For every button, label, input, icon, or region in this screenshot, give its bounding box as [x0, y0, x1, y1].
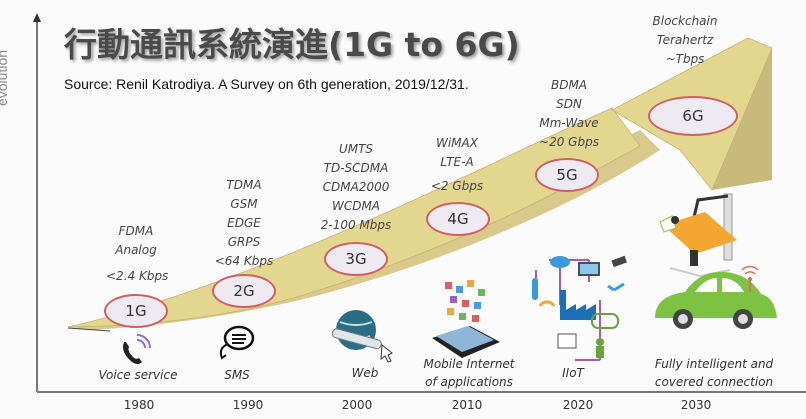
y-axis-label-text: evolution	[0, 49, 11, 107]
year-label-2010: 2010	[451, 398, 483, 412]
service-label-6g: Fully intelligent and covered connection	[644, 355, 784, 391]
chat-bubble-icon	[219, 325, 255, 360]
generation-badge-4g: 4G	[426, 202, 490, 236]
tech-list-4g: WiMAX LTE-A <2 Gbps	[427, 134, 487, 196]
tech-item: GSM	[230, 197, 258, 211]
service-text: Mobile Internet	[423, 357, 515, 371]
tech-item: WiMAX	[436, 136, 478, 150]
generation-badge-2g: 2G	[212, 274, 276, 308]
arrow-tail-line	[67, 327, 111, 332]
generation-badge-1g: 1G	[104, 294, 168, 328]
service-text: Web	[351, 366, 379, 380]
year-label-2020: 2020	[562, 398, 594, 412]
year-label-1990: 1990	[232, 398, 264, 412]
tech-item: TDMA	[226, 178, 262, 192]
generation-badge-3g: 3G	[324, 242, 388, 276]
tech-item: CDMA2000	[322, 180, 390, 194]
tech-item: BDMA	[550, 78, 588, 92]
tech-item: Mm-Wave	[539, 116, 599, 130]
tech-item: 2-100 Mbps	[320, 218, 392, 232]
globe-icon	[331, 310, 393, 363]
tech-list-6g: Blockchain Terahertz ~Tbps	[650, 12, 720, 69]
tech-item: Blockchain	[652, 14, 718, 28]
tech-list-1g: FDMA Analog <2.4 Kbps	[106, 222, 169, 286]
year-label-1980: 1980	[123, 398, 155, 412]
tech-item: WCDMA	[331, 199, 381, 213]
service-text: covered connection	[654, 375, 774, 389]
tech-list-3g: UMTS TD-SCDMA CDMA2000 WCDMA 2-100 Mbps	[316, 140, 396, 235]
smart-car-icon	[655, 265, 777, 329]
year-label-2030: 2030	[680, 398, 712, 412]
phone-icon	[123, 334, 151, 364]
y-axis-label: evolution	[0, 40, 26, 120]
tech-item: LTE-A	[440, 155, 474, 169]
iiot-icon	[532, 255, 627, 361]
tech-item: Analog	[115, 243, 157, 257]
tech-item: Terahertz	[656, 33, 714, 47]
service-label-3g: Web	[340, 364, 390, 382]
service-label-5g: IIoT	[548, 364, 598, 382]
tech-item: <2.4 Kbps	[106, 269, 169, 283]
service-text: IIoT	[562, 366, 584, 380]
tech-item: EDGE	[227, 216, 261, 230]
tech-item: <64 Kbps	[214, 254, 274, 268]
tech-item: ~Tbps	[665, 52, 705, 66]
service-label-2g: SMS	[212, 366, 262, 384]
tech-item: ~20 Gbps	[539, 135, 599, 149]
tech-list-5g: BDMA SDN Mm-Wave ~20 Gbps	[534, 76, 604, 152]
surgical-robot-icon	[659, 193, 737, 278]
tech-list-2g: TDMA GSM EDGE GRPS <64 Kbps	[214, 176, 274, 271]
year-label-2000: 2000	[341, 398, 373, 412]
tech-item: SDN	[556, 97, 582, 111]
generation-badge-6g: 6G	[648, 96, 738, 136]
service-text: SMS	[224, 368, 250, 382]
tech-item: <2 Gbps	[430, 179, 484, 193]
y-axis-arrowhead	[33, 13, 41, 22]
service-label-1g: Voice service	[88, 366, 188, 384]
service-label-4g: Mobile Internet of applications	[414, 355, 524, 391]
generation-badge-5g: 5G	[535, 158, 599, 192]
tech-item: TD-SCDMA	[323, 161, 389, 175]
page-title: 行動通訊系統演進(1G to 6G)	[64, 25, 520, 64]
smartphone-apps-icon	[432, 280, 500, 358]
service-text: of applications	[425, 375, 513, 389]
tech-item: UMTS	[338, 142, 374, 156]
service-text: Fully intelligent and	[654, 357, 774, 371]
tech-item: GRPS	[227, 235, 261, 249]
arrow-shaft	[67, 107, 641, 328]
service-text: Voice service	[98, 368, 178, 382]
source-citation: Source: Renil Katrodiya. A Survey on 6th…	[64, 76, 469, 92]
tech-item: FDMA	[118, 224, 154, 238]
